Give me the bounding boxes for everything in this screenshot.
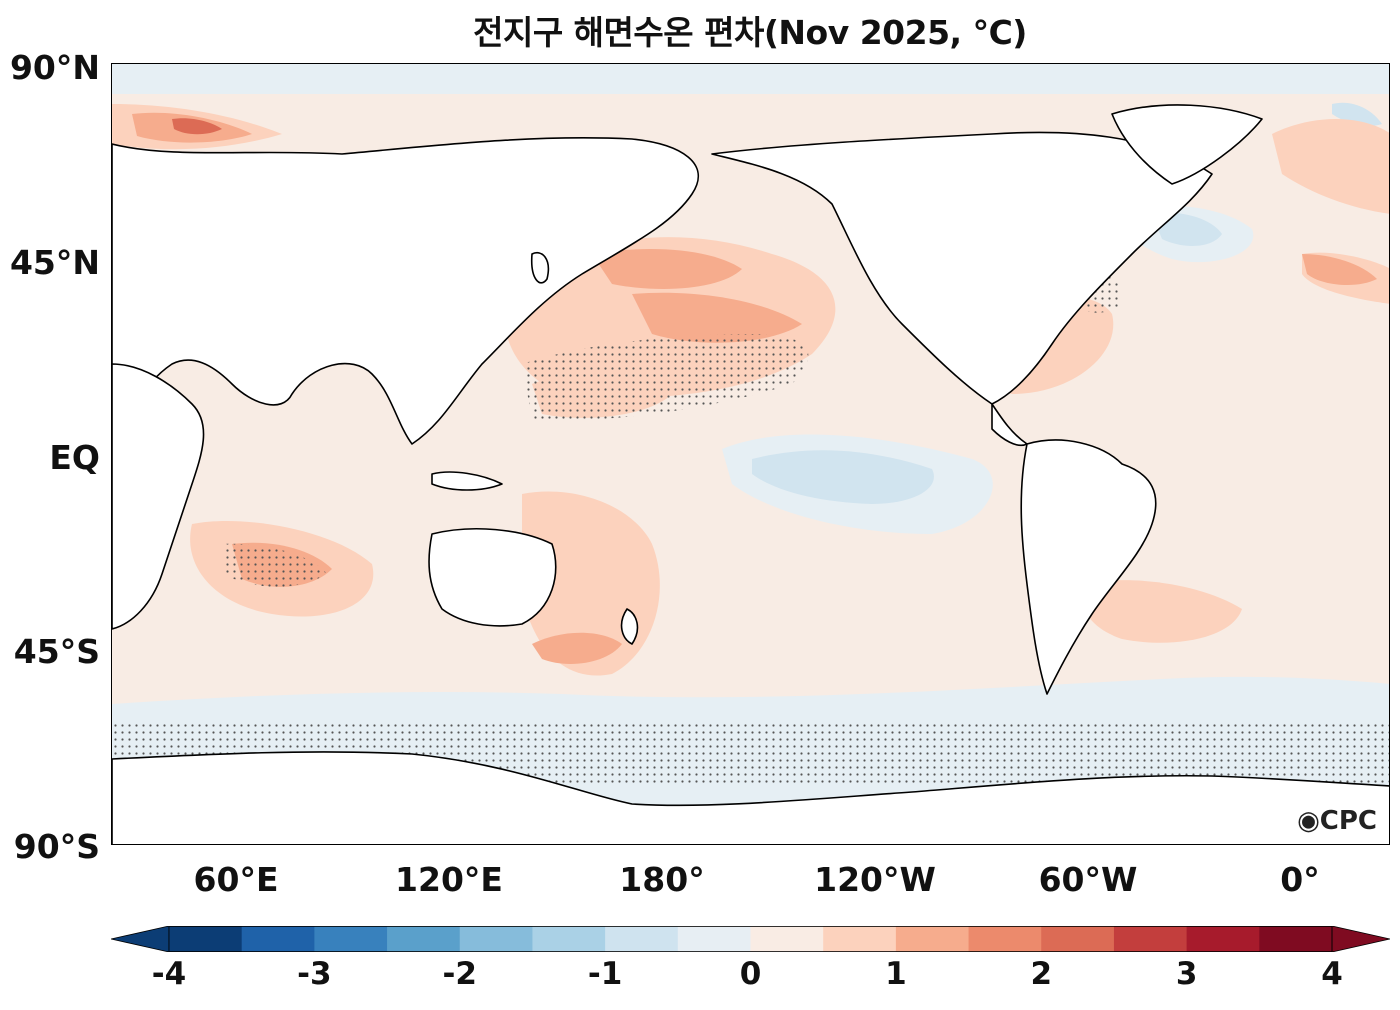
- colorbar-segment: [968, 926, 1042, 952]
- colorbar-tick-label: 2: [1030, 956, 1053, 992]
- lat-label-90n: 90°N: [9, 48, 100, 87]
- lon-label-0: 0°: [1280, 860, 1320, 899]
- lat-label-90s: 90°S: [13, 827, 100, 866]
- landmass-south-america: [1020, 439, 1157, 695]
- colorbar-segment: [387, 926, 461, 952]
- lon-label-180: 180°: [619, 860, 705, 899]
- colorbar-segment: [1041, 926, 1115, 952]
- lat-label-eq: EQ: [49, 438, 100, 477]
- colorbar-segment: [1186, 926, 1260, 952]
- colorbar-extend-low: [111, 926, 170, 952]
- land-masses: [112, 104, 1389, 844]
- colorbar-segment: [241, 926, 315, 952]
- colorbar-tick-label: 0: [739, 956, 762, 992]
- landmass-antarctica: [112, 751, 1389, 844]
- lon-label-60e: 60°E: [193, 860, 279, 899]
- colorbar-segment: [1259, 926, 1333, 952]
- colorbar-tick-label: -3: [297, 956, 332, 992]
- colorbar-tick-label: -2: [442, 956, 477, 992]
- colorbar-segment: [750, 926, 824, 952]
- lon-label-120e: 120°E: [395, 860, 503, 899]
- colorbar-tick-label: -4: [151, 956, 187, 992]
- landmass-greenland: [1111, 104, 1263, 185]
- lat-label-45s: 45°S: [13, 632, 100, 671]
- landmass-japan: [530, 252, 550, 284]
- colorbar-segment: [823, 926, 897, 952]
- chart-title: 전지구 해면수온 편차(Nov 2025, °C): [473, 13, 1027, 52]
- colorbar-segment: [459, 926, 533, 952]
- cpc-logo-text: CPC: [1319, 806, 1377, 836]
- colorbar-tick-label: 1: [885, 956, 907, 992]
- sst-anomaly-map: ◉CPC: [111, 63, 1390, 845]
- colorbar-segment: [532, 926, 606, 952]
- colorbar-segment: [677, 926, 751, 952]
- lon-label-60w: 60°W: [1038, 860, 1138, 899]
- colorbar-segment: [314, 926, 388, 952]
- colorbar-segment: [895, 926, 970, 952]
- map-canvas: [112, 64, 1389, 844]
- colorbar-tick-label: -1: [587, 956, 623, 992]
- colorbar-tick-label: 3: [1175, 956, 1198, 992]
- landmass-eurasia: [112, 137, 699, 445]
- colorbar: [111, 926, 1390, 952]
- landmass-new-zealand: [620, 608, 639, 645]
- colorbar-tick-label: 4: [1321, 956, 1343, 992]
- landmass-north-america: [711, 131, 1213, 405]
- colorbar-segment: [1113, 926, 1188, 952]
- cpc-logo: ◉CPC: [1297, 806, 1377, 836]
- colorbar-segment: [605, 926, 679, 952]
- landmass-africa: [112, 363, 205, 630]
- lon-label-120w: 120°W: [814, 860, 936, 899]
- colorbar-extend-high: [1331, 926, 1390, 952]
- colorbar-frame: [168, 926, 1333, 952]
- lat-label-45n: 45°N: [9, 243, 100, 282]
- landmass-australia: [428, 528, 557, 627]
- colorbar-segment: [169, 926, 243, 952]
- landmass-indonesia: [431, 471, 503, 491]
- blue-anomaly-areas: [752, 102, 1382, 504]
